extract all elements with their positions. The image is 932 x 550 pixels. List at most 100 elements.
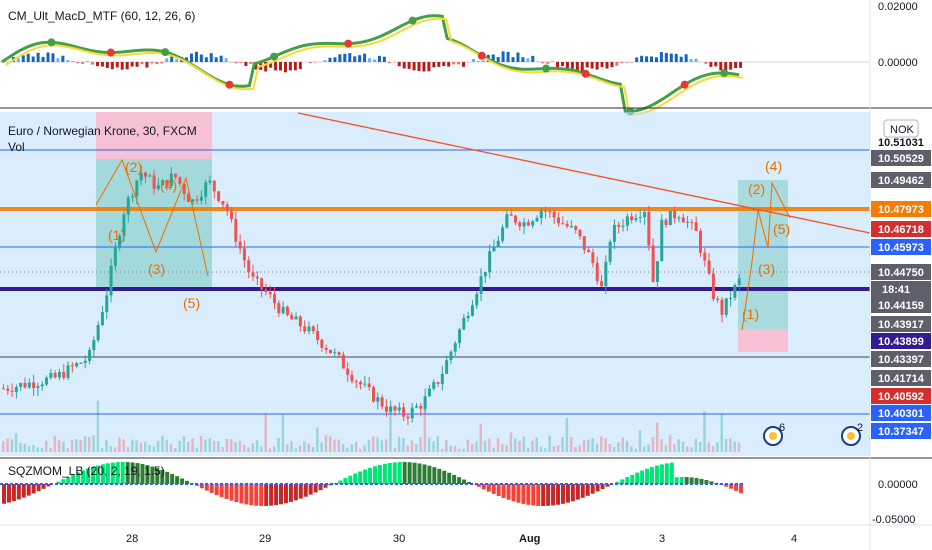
squeeze-bar <box>392 462 397 484</box>
macd-hist-bar <box>689 59 693 62</box>
currency-badge[interactable]: NOK <box>883 119 919 138</box>
macd-hist-bar <box>368 58 372 62</box>
macd-hist-bar <box>95 62 99 67</box>
volume-bar <box>182 436 186 452</box>
squeeze-bar <box>452 474 457 484</box>
volume-bar <box>70 439 74 452</box>
candle-body <box>333 352 337 354</box>
macd-hist-bar <box>81 62 85 64</box>
macd-hist-bar <box>56 58 60 62</box>
macd-hist-bar <box>234 62 238 64</box>
time-axis[interactable]: 28 29 30 Aug 3 4 <box>126 533 797 545</box>
volume-bar <box>427 437 431 452</box>
candle-body <box>729 297 733 299</box>
candle-body <box>230 211 234 220</box>
volume-bar <box>690 447 693 452</box>
candle-body <box>57 371 61 378</box>
macd-hist-bar <box>254 62 258 70</box>
candle-body <box>513 215 517 223</box>
macd-cross-dot <box>581 69 590 78</box>
candle-body <box>681 217 685 223</box>
candle-body <box>509 214 513 216</box>
squeeze-bar <box>61 479 66 484</box>
candle-body <box>281 306 285 314</box>
candle-body <box>436 382 440 384</box>
candle-body <box>419 406 423 409</box>
event-badge-2[interactable]: 2 <box>841 422 863 446</box>
squeeze-bar <box>600 484 605 490</box>
candle-body <box>143 172 147 177</box>
candle-body <box>316 331 320 340</box>
macd-hist-bar <box>645 56 649 62</box>
candle-body <box>518 222 522 227</box>
macd-hist-bar <box>244 62 248 67</box>
macd-hist-bar <box>595 62 599 70</box>
volume-bar <box>518 440 521 452</box>
volume-bar <box>630 446 633 452</box>
volume-bar <box>402 437 405 452</box>
volume-bar <box>187 441 190 452</box>
candle-body <box>148 175 152 177</box>
squeeze-bar <box>76 472 81 484</box>
candle-body <box>462 317 466 330</box>
candle-body <box>277 303 281 314</box>
macd-hist-bar <box>343 53 347 62</box>
squeeze-bar <box>130 462 135 484</box>
macd-hist-bar <box>610 62 614 67</box>
volume-label[interactable]: Vol <box>8 140 25 154</box>
volume-bar <box>436 436 440 452</box>
volume-bar <box>535 437 538 452</box>
volume-bar <box>501 444 504 452</box>
squeeze-bar <box>684 477 689 484</box>
time-label-28: 28 <box>126 533 138 545</box>
time-label-30: 30 <box>393 533 405 545</box>
macd-cross-dot <box>47 38 56 47</box>
candle-body <box>660 219 664 262</box>
symbol-title[interactable]: Euro / Norwegian Krone, 30, FXCM <box>8 124 197 138</box>
squeeze-bar <box>313 484 318 493</box>
candle-body <box>27 382 31 388</box>
macd-hist-bar <box>491 54 495 62</box>
macd-cross-dot <box>720 69 729 78</box>
wave-label-left-5: (5) <box>183 295 200 311</box>
macd-hist-bar <box>194 51 198 62</box>
squeeze-bar <box>283 484 288 504</box>
macd-hist-bar <box>471 58 475 62</box>
macd-title: CM_Ult_MacD_MTF (60, 12, 26, 6) <box>8 9 195 23</box>
candle-body <box>427 388 431 397</box>
candle-body <box>432 382 436 389</box>
volume-bar <box>372 436 375 452</box>
squeeze-bar <box>373 466 377 484</box>
event-badge-1[interactable]: 6 <box>763 422 785 446</box>
macd-hist-bar <box>298 62 302 70</box>
volume-bars <box>2 400 741 452</box>
trend-line[interactable] <box>297 112 871 234</box>
macd-hist-bar <box>714 62 718 67</box>
volume-bar <box>152 446 156 452</box>
volume-bar <box>380 440 384 452</box>
volume-bar <box>548 435 551 452</box>
macd-hist-bar <box>348 53 352 62</box>
squeeze-bar <box>417 463 422 484</box>
macd-hist-bar <box>26 53 30 62</box>
macd-hist-bar <box>724 62 728 72</box>
candle-body <box>608 241 612 262</box>
candle-body <box>212 180 216 192</box>
price-axis[interactable]: 10.51031 10.50529 10.49462 10.47973 10.46718… <box>871 134 931 439</box>
squeeze-bar <box>86 468 91 484</box>
volume-bar <box>341 444 345 452</box>
volume-bar <box>453 445 457 452</box>
squeeze-bar <box>254 484 259 506</box>
candle-body <box>337 352 341 355</box>
volume-bar <box>716 442 719 452</box>
volume-bar <box>92 435 95 452</box>
price-tag-text: 10.45973 <box>878 242 924 254</box>
macd-hist-bar <box>654 57 658 62</box>
volume-bar <box>604 438 607 452</box>
volume-bar <box>496 438 500 452</box>
macd-hist-bar <box>531 55 535 62</box>
price-tag-text: 10.43397 <box>878 354 924 366</box>
volume-bar <box>105 439 108 452</box>
event-badge-count: 6 <box>779 422 785 434</box>
